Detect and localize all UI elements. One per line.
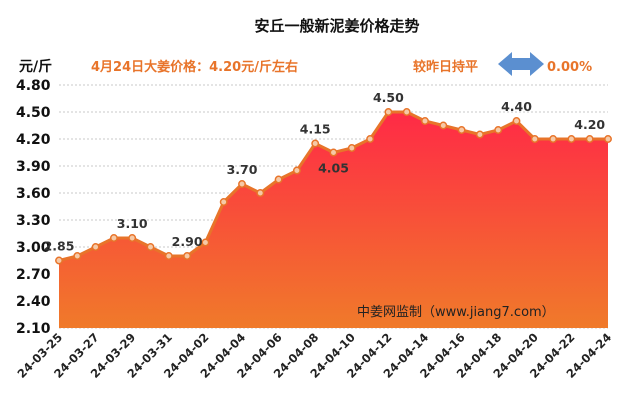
data-label: 4.50	[373, 90, 404, 105]
data-label: 4.40	[501, 99, 532, 114]
data-point	[567, 135, 576, 143]
data-point	[549, 135, 558, 143]
data-point	[439, 121, 448, 130]
data-point	[311, 139, 320, 148]
data-point	[238, 180, 246, 188]
data-point	[292, 166, 301, 175]
double-arrow-icon	[498, 52, 544, 76]
y-tick-label: 4.80	[16, 78, 51, 94]
x-axis-ticks: 24-03-2524-03-2724-03-2924-03-3124-04-02…	[15, 330, 615, 381]
data-label: 4.05	[318, 161, 349, 176]
data-point	[457, 126, 466, 134]
y-axis-ticks: 4.80 4.50 4.20 3.90 3.60 3.30 3.00 2.70 2.40 2.10	[16, 78, 51, 337]
data-point	[475, 130, 484, 139]
data-point	[256, 189, 265, 197]
y-tick-label: 3.00	[16, 240, 51, 256]
y-tick-label: 4.50	[16, 105, 51, 121]
chart-title: 安丘一般新泥姜价格走势	[254, 17, 419, 35]
data-point	[384, 108, 393, 116]
compare-text: 较昨日持平	[413, 59, 478, 75]
area-fill	[59, 112, 608, 328]
data-point	[73, 252, 82, 260]
data-point	[347, 144, 356, 152]
data-point	[530, 135, 539, 143]
data-point	[421, 117, 429, 125]
data-point	[366, 135, 375, 143]
y-tick-label: 3.30	[16, 213, 51, 229]
unit-label: 元/斤	[19, 58, 52, 75]
y-tick-label: 4.20	[16, 132, 51, 148]
data-point	[604, 135, 612, 143]
data-point	[219, 198, 228, 206]
data-label: 2.90	[172, 234, 203, 249]
y-tick-label: 2.70	[16, 267, 51, 283]
price-note: 4月24日大姜价格：4.20元/斤左右	[91, 59, 298, 75]
data-point	[109, 234, 118, 242]
data-points	[55, 108, 612, 265]
data-point	[512, 117, 521, 125]
y-tick-label: 3.90	[16, 159, 51, 175]
data-point	[128, 234, 137, 242]
data-labels: 2.85 3.10 2.90 3.70 4.15 4.05 4.50 4.40 4.20	[44, 90, 606, 254]
data-point	[183, 252, 192, 260]
change-text: 0.00%	[547, 60, 592, 75]
data-point	[494, 126, 503, 134]
data-label: 4.20	[574, 117, 605, 132]
watermark: 中姜网监制（www.jiang7.com）	[357, 305, 555, 320]
data-point	[91, 243, 100, 251]
data-label: 4.15	[300, 122, 331, 137]
data-point	[164, 252, 173, 260]
data-point	[329, 148, 338, 157]
data-point	[146, 243, 155, 251]
data-label: 3.70	[227, 162, 258, 177]
y-tick-label: 2.10	[16, 321, 51, 337]
data-label: 3.10	[117, 216, 148, 231]
data-point	[585, 135, 594, 143]
data-point	[201, 238, 210, 247]
y-tick-label: 3.60	[16, 186, 51, 202]
data-point	[55, 256, 63, 265]
data-label: 2.85	[44, 239, 75, 254]
data-point	[274, 175, 283, 184]
y-tick-label: 2.40	[16, 294, 51, 310]
data-point	[402, 108, 411, 116]
